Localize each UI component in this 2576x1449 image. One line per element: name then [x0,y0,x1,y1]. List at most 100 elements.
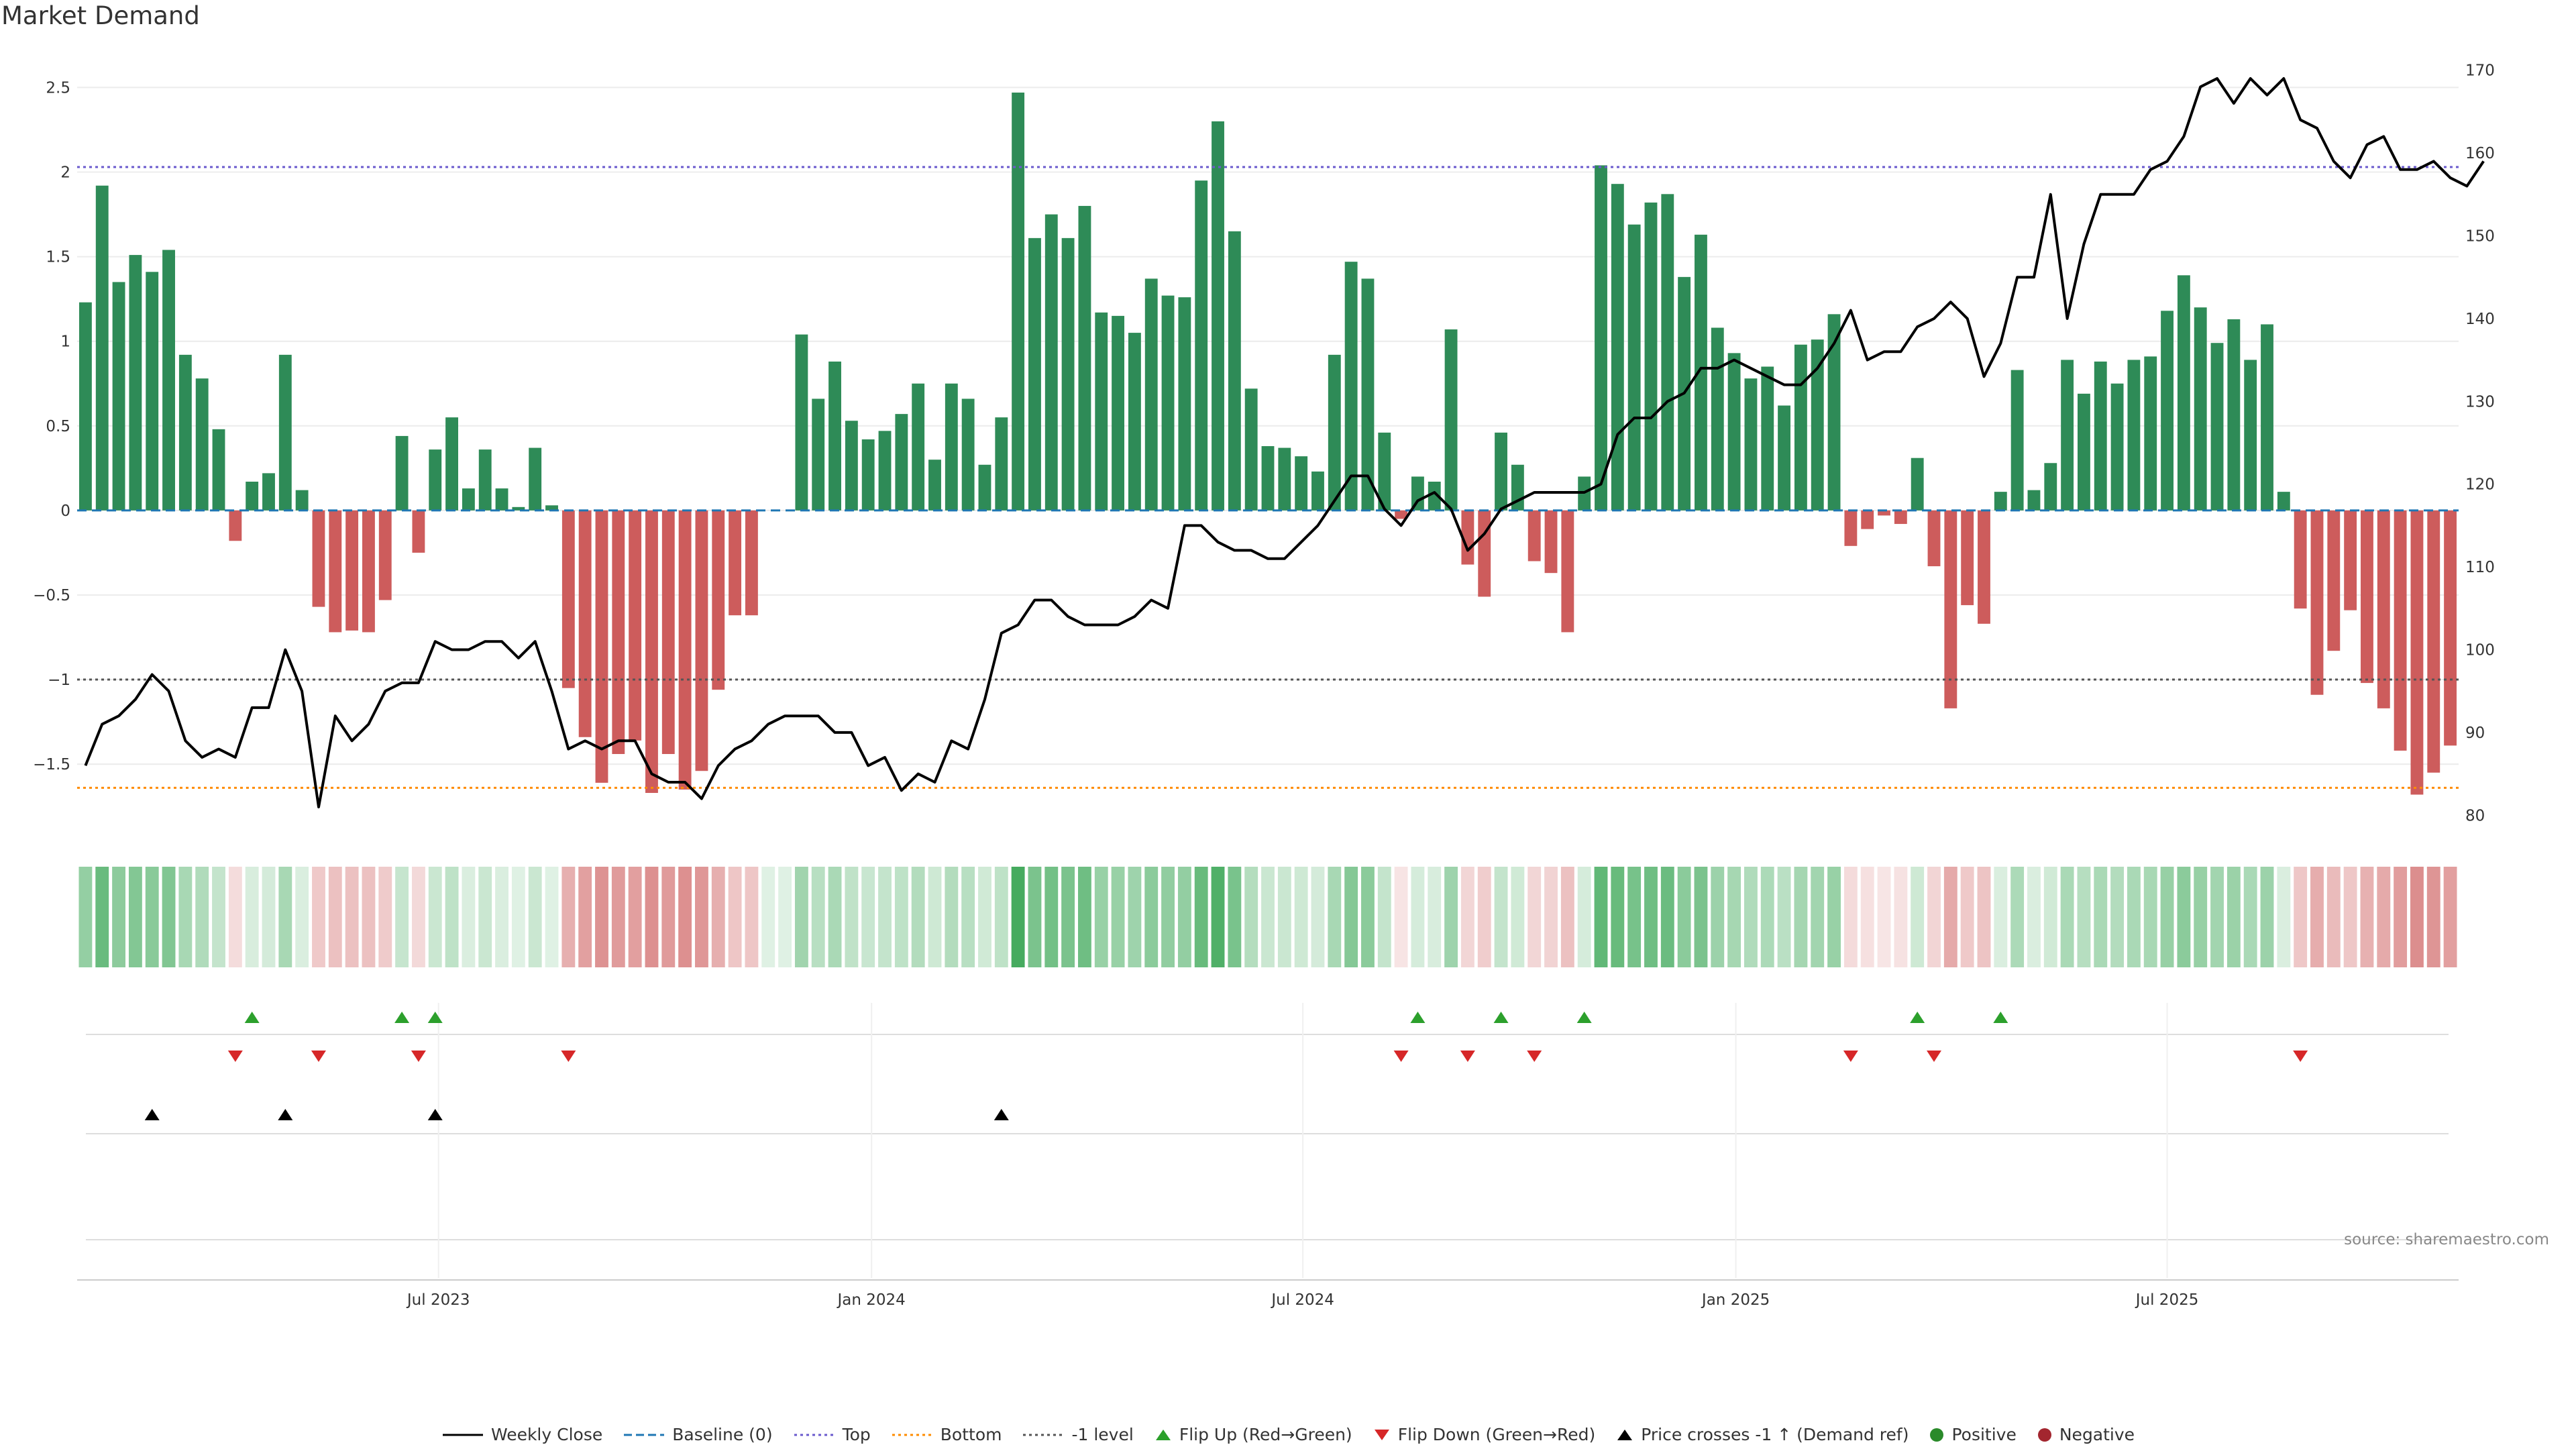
demand-bar [1844,510,1858,546]
demand-bar [1361,278,1375,511]
y-right-tick-label: 110 [2465,559,2495,576]
source-note: source: sharemaestro.com [2344,1231,2549,1248]
legend-label: Flip Down (Green→Red) [1397,1425,1596,1444]
heat-cell [2426,867,2440,967]
demand-bar [445,417,458,511]
triangle-down-red-icon [1374,1429,1389,1440]
heat-cell [2343,867,2357,967]
heat-cell [1727,867,1741,967]
heat-cell [1827,867,1841,967]
demand-bar [1395,510,1408,519]
flip-up-marker [1410,1012,1426,1023]
heat-cell [794,867,808,967]
heat-cell [145,867,159,967]
heat-cell [212,867,225,967]
demand-bar [1411,476,1424,511]
dot-red-icon [2037,1428,2051,1442]
y-left-tick-label: 1.5 [46,249,70,266]
x-tick-label: Jan 2024 [837,1291,906,1309]
heat-cell [395,867,409,967]
demand-bar [995,417,1008,511]
y-right-tick-label: 170 [2465,62,2495,80]
price-cross-marker [278,1109,293,1120]
demand-bar [1978,510,1990,624]
flip-down-marker [311,1051,326,1062]
triangle-up-black-icon [1617,1429,1633,1440]
demand-bar [2427,510,2440,773]
demand-bar [578,510,592,737]
heat-cell [1977,867,1991,967]
demand-bar [1544,510,1558,574]
heat-cell [2160,867,2174,967]
flip-down-marker [1843,1051,1858,1062]
heat-cell [1794,867,1808,967]
demand-bar [529,447,542,511]
demand-bar [2027,490,2041,511]
heat-cell [728,867,742,967]
demand-bar [2227,319,2241,511]
demand-bar [861,439,875,511]
heat-cell [1660,867,1674,967]
heat-cell [2077,867,2091,967]
demand-bar [1961,510,1974,606]
demand-bar [1078,205,1091,511]
heat-cell [2127,867,2141,967]
legend-label: Negative [2059,1425,2135,1444]
flip-up-marker [394,1012,410,1023]
demand-bar [229,510,242,541]
heat-cell [2177,867,2191,967]
flip-down-marker [411,1051,426,1062]
heat-cell [745,867,759,967]
heat-cell [1594,867,1608,967]
heat-cell [1361,867,1375,967]
heat-cell [878,867,892,967]
heat-cell [2394,867,2408,967]
demand-bar [395,435,409,511]
heat-cell [2210,867,2224,967]
line-dashed-blue-icon [624,1434,665,1436]
demand-bar [945,383,958,511]
heat-cell [761,867,775,967]
demand-bar [2177,275,2190,511]
heat-cell [1960,867,1974,967]
heat-cell [1161,867,1175,967]
x-tick-label: Jan 2025 [1701,1291,1770,1309]
demand-bar [212,429,225,511]
legend-item: Top [793,1425,871,1444]
demand-bar [1695,234,1707,511]
demand-bar [178,354,192,511]
heat-cell [478,867,492,967]
demand-bar [462,488,475,511]
y-right-tick-label: 140 [2465,311,2495,328]
flip-up-marker [244,1012,260,1023]
line-solid-black-icon [442,1434,483,1436]
heat-cell [861,867,875,967]
heat-cell [561,867,576,967]
demand-bar [112,282,125,511]
heat-cell [1244,867,1258,967]
y-left-tick-label: −0.5 [33,587,70,604]
heat-cell [595,867,608,967]
demand-bar [129,255,142,511]
heat-cell [511,867,525,967]
demand-bar [1428,482,1441,511]
demand-bar [629,510,642,741]
legend-label: Weekly Close [490,1425,603,1444]
heat-cell [845,867,859,967]
flip-up-marker [1493,1012,1509,1023]
heat-cell [1511,867,1525,967]
demand-bar [312,510,325,607]
legend-item: Bottom [891,1425,1002,1444]
x-tick-label: Jul 2024 [1270,1291,1334,1309]
dot-green-icon [1930,1428,1944,1442]
heat-cell [911,867,925,967]
heat-cell [1544,867,1558,967]
heat-cell [178,867,193,967]
heat-cell [195,867,209,967]
y-left-tick-label: 1 [60,333,70,351]
y-left-tick-label: 0.5 [46,418,70,435]
demand-bar [262,473,275,511]
demand-bar [2194,307,2207,511]
heat-cell [994,867,1008,967]
heat-cell [262,867,276,967]
